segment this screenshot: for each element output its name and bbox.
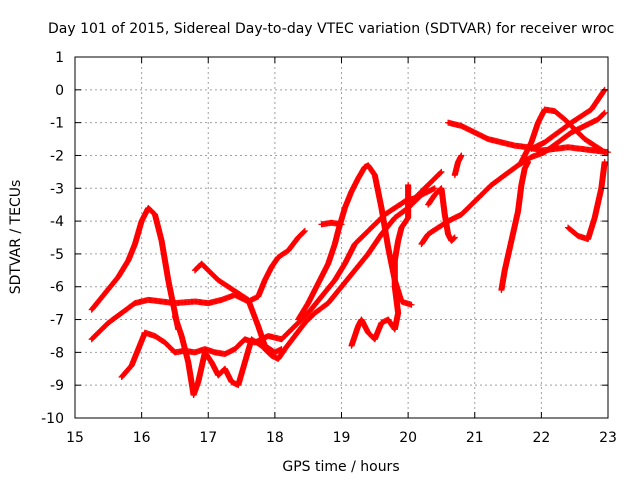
- data-point: [338, 221, 345, 228]
- data-point: [301, 227, 308, 234]
- data-series-layer: [88, 86, 611, 399]
- y-tick-label: -1: [50, 116, 64, 132]
- data-point: [437, 169, 444, 176]
- data-point: [451, 235, 458, 242]
- axis-ticks: [74, 56, 609, 419]
- y-tick-label: -10: [41, 411, 64, 427]
- data-point: [278, 346, 285, 353]
- x-tick-label: 15: [66, 430, 84, 446]
- data-point: [451, 234, 458, 241]
- series-track-7: [318, 219, 345, 228]
- series-track-13: [498, 159, 532, 294]
- y-axis-label: SDTVAR / TECUs: [8, 180, 24, 295]
- y-tick-label: -6: [50, 280, 64, 296]
- series-track-3: [118, 168, 445, 380]
- series-track-5: [191, 260, 285, 356]
- y-tick-labels: 1 0 -1 -2 -3 -4 -5 -6 -7 -8 -9 -10: [41, 50, 64, 427]
- x-tick-labels: 15 16 17 18 19 20 21 22 23: [66, 430, 617, 446]
- y-tick-label: -2: [50, 148, 64, 164]
- series-track-14: [518, 106, 608, 166]
- data-point: [408, 301, 415, 308]
- y-tick-label: -9: [50, 378, 64, 394]
- series-track-2: [88, 227, 308, 343]
- y-tick-label: -3: [50, 181, 64, 197]
- series-track-16: [565, 159, 608, 243]
- data-point: [600, 148, 607, 155]
- data-point: [601, 159, 608, 166]
- x-tick-label: 19: [333, 430, 351, 446]
- x-axis-label: GPS time / hours: [282, 459, 399, 475]
- y-tick-label: -4: [50, 214, 64, 230]
- data-point: [600, 110, 607, 117]
- x-tick-label: 20: [399, 430, 417, 446]
- data-point: [601, 109, 608, 116]
- data-point: [438, 168, 445, 175]
- data-point: [450, 235, 457, 242]
- series-track-1: [88, 204, 182, 333]
- data-point: [525, 159, 532, 166]
- y-tick-label: 0: [55, 83, 64, 99]
- series-track-10: [425, 185, 458, 244]
- x-tick-label: 22: [532, 430, 550, 446]
- data-point: [458, 152, 465, 159]
- y-tick-label: -7: [50, 313, 64, 329]
- data-point: [405, 181, 412, 188]
- data-point: [301, 228, 308, 235]
- y-tick-label: 1: [55, 50, 64, 66]
- y-tick-label: -8: [50, 345, 64, 361]
- y-tick-label: -5: [50, 247, 64, 263]
- x-tick-label: 17: [199, 430, 217, 446]
- series-track-4: [171, 185, 438, 399]
- grid-layer: [75, 57, 608, 418]
- x-tick-label: 16: [133, 430, 151, 446]
- series-track-15: [528, 86, 608, 152]
- data-point: [601, 149, 608, 156]
- chart-title: Day 101 of 2015, Sidereal Day-to-day VTE…: [48, 21, 614, 37]
- data-point: [431, 185, 438, 192]
- x-tick-label: 21: [466, 430, 484, 446]
- x-tick-label: 18: [266, 430, 284, 446]
- x-tick-label: 23: [599, 430, 617, 446]
- series-track-8: [348, 181, 412, 349]
- series-track-12: [451, 152, 465, 179]
